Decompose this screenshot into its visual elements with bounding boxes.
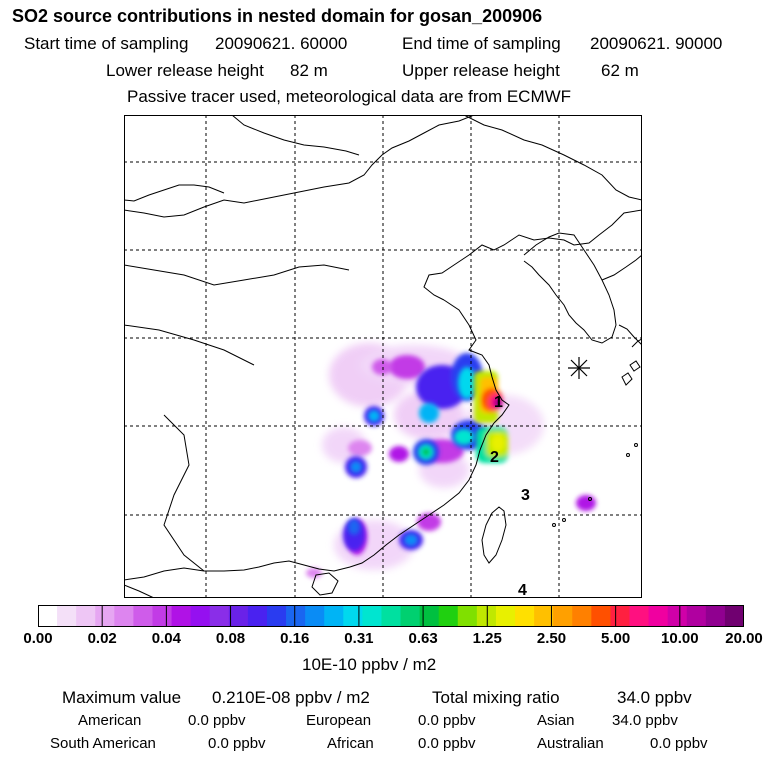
region-name: American (78, 712, 142, 729)
colorbar-cell (534, 605, 554, 627)
colorbar-cell (495, 605, 516, 627)
colorbar-tick-label: 10.00 (661, 630, 699, 647)
colorbar-cell (286, 605, 306, 627)
colorbar-tick-label: 0.02 (87, 630, 117, 647)
colorbar-tick-label: 0.16 (280, 630, 310, 647)
total-mixing-label: Total mixing ratio (432, 688, 560, 707)
colorbar-cell (572, 605, 592, 627)
colorbar-cell (133, 605, 153, 627)
upper-height-value: 62 m (601, 61, 639, 80)
colorbar-tick-label: 0.08 (215, 630, 246, 647)
colorbar-cell (457, 605, 478, 627)
start-time-label: Start time of sampling (24, 34, 189, 53)
colorbar-cell (266, 605, 287, 627)
colorbar-cell (515, 605, 535, 627)
tracer-note: Passive tracer used, meteorological data… (127, 87, 572, 106)
region-value: 0.0 ppbv (418, 712, 476, 729)
colorbar-cell (553, 605, 573, 627)
upper-height-label: Upper release height (402, 61, 560, 80)
map-panel: 1 2 3 4 (124, 115, 642, 598)
colorbar-cell (228, 605, 249, 627)
colorbar-tick-label: 0.00 (23, 630, 53, 647)
colorbar-cell (610, 605, 631, 627)
region-value: 0.0 ppbv (188, 712, 246, 729)
region-value: 34.0 ppbv (612, 712, 678, 729)
colorbar-cell (362, 605, 382, 627)
colorbar-cell (305, 605, 325, 627)
end-time-value: 20090621. 90000 (590, 34, 723, 53)
colorbar-tick-label: 20.00 (725, 630, 763, 647)
region-label-2: 2 (490, 449, 499, 466)
asterisk-icon (568, 357, 590, 379)
region-label-1: 1 (494, 394, 503, 411)
figure-title: SO2 source contributions in nested domai… (12, 6, 543, 26)
colorbar-cell (419, 605, 440, 627)
region-label-4: 4 (518, 582, 527, 598)
colorbar-cell (38, 605, 58, 627)
colorbar-tick-label: 0.31 (344, 630, 374, 647)
colorbar-cell (724, 605, 744, 627)
max-value: 0.210E-08 ppbv / m2 (212, 688, 370, 707)
colorbar (38, 605, 744, 627)
colorbar-cell (57, 605, 77, 627)
region-name: African (327, 735, 374, 752)
colorbar-cell (343, 605, 363, 627)
region-name: Australian (537, 735, 604, 752)
colorbar-cell (476, 605, 497, 627)
colorbar-cell (247, 605, 268, 627)
colorbar-cell (438, 605, 459, 627)
lower-height-value: 82 m (290, 61, 328, 80)
start-time-value: 20090621. 60000 (215, 34, 348, 53)
colorbar-cell (591, 605, 611, 627)
colorbar-cell (686, 605, 707, 627)
end-time-label: End time of sampling (402, 34, 561, 53)
colorbar-tick-label: 0.63 (408, 630, 438, 647)
colorbar-cell (629, 605, 650, 627)
region-value: 0.0 ppbv (208, 735, 266, 752)
colorbar-cell (400, 605, 421, 627)
colorbar-tick-label: 2.50 (536, 630, 567, 647)
region-name: South American (50, 735, 156, 752)
colorbar-cell (190, 605, 211, 627)
lat-lon-grid (124, 115, 642, 598)
colorbar-cell (705, 605, 726, 627)
colorbar-cell (171, 605, 192, 627)
lower-height-label: Lower release height (106, 61, 264, 80)
colorbar-tick-label: 1.25 (472, 630, 502, 647)
region-name: European (306, 712, 372, 729)
region-value: 0.0 ppbv (650, 735, 708, 752)
region-name: Asian (537, 712, 575, 729)
colorbar-cell (324, 605, 344, 627)
concentration-field (306, 343, 596, 578)
region-value: 0.0 ppbv (418, 735, 476, 752)
region-label-3: 3 (521, 487, 530, 504)
colorbar-cell (152, 605, 173, 627)
colorbar-unit: 10E-10 ppbv / m2 (302, 655, 437, 674)
total-mixing-value: 34.0 ppbv (617, 688, 692, 707)
colorbar-tick-label: 5.00 (601, 630, 631, 647)
colorbar-tick-label: 0.04 (151, 630, 181, 647)
colorbar-cell (114, 605, 134, 627)
colorbar-cell (209, 605, 230, 627)
max-value-label: Maximum value (62, 688, 182, 707)
colorbar-cell (76, 605, 96, 627)
colorbar-cell (648, 605, 669, 627)
coastlines (124, 115, 642, 598)
colorbar-cell (381, 605, 402, 627)
colorbar-cell (667, 605, 688, 627)
colorbar-cell (95, 605, 115, 627)
